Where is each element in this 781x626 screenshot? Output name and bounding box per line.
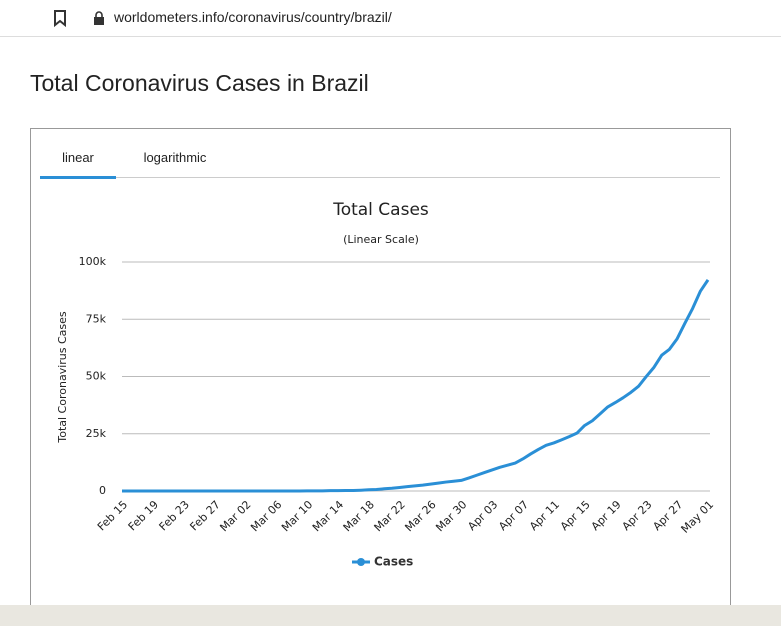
page-heading: Total Coronavirus Cases in Brazil bbox=[30, 70, 369, 96]
x-tick-label: Apr 23 bbox=[620, 498, 655, 533]
x-tick-label: Mar 30 bbox=[433, 498, 469, 534]
tab-indicator bbox=[40, 176, 116, 179]
x-tick-label: Mar 06 bbox=[248, 498, 284, 534]
chart-frame bbox=[30, 128, 731, 606]
x-tick-label: Feb 19 bbox=[126, 498, 161, 533]
footer-strip bbox=[0, 605, 781, 626]
tab[interactable]: logarithmic bbox=[143, 150, 207, 165]
chart-title: Total Cases bbox=[332, 200, 429, 220]
address-bar: worldometers.info/coronavirus/country/br… bbox=[0, 0, 781, 37]
chart-subtitle: (Linear Scale) bbox=[343, 233, 419, 246]
x-tick-label: Mar 14 bbox=[310, 498, 346, 534]
x-tick-label: Feb 27 bbox=[187, 498, 222, 533]
x-tick-label: Apr 19 bbox=[589, 498, 624, 533]
data-line bbox=[122, 279, 710, 493]
x-tick-label: Mar 18 bbox=[341, 498, 377, 534]
tab[interactable]: linear bbox=[62, 150, 94, 165]
lock-icon bbox=[94, 11, 104, 25]
legend-label: Cases bbox=[374, 555, 413, 569]
y-tick-label: 100k bbox=[79, 255, 107, 268]
x-tick-label: Mar 22 bbox=[372, 498, 408, 534]
x-tick-label: Feb 23 bbox=[157, 498, 192, 533]
y-tick-label: 75k bbox=[86, 312, 107, 325]
x-tick-label: Feb 15 bbox=[95, 498, 130, 533]
bookmark-icon[interactable] bbox=[50, 8, 70, 28]
y-tick-label: 50k bbox=[86, 370, 107, 383]
x-tick-label: Mar 02 bbox=[217, 498, 253, 534]
x-tick-label: Apr 15 bbox=[558, 498, 593, 533]
x-tick-label: May 01 bbox=[679, 498, 717, 536]
y-tick-label: 25k bbox=[86, 427, 107, 440]
x-tick-label: Apr 07 bbox=[496, 498, 531, 533]
legend-marker bbox=[357, 558, 365, 566]
tab-divider bbox=[116, 177, 720, 178]
y-tick-label: 0 bbox=[99, 484, 106, 497]
x-tick-label: Mar 10 bbox=[279, 498, 315, 534]
x-tick-label: Apr 11 bbox=[527, 498, 562, 533]
y-axis-label: Total Coronavirus Cases bbox=[56, 311, 69, 444]
x-tick-label: Mar 26 bbox=[402, 498, 438, 534]
url[interactable]: worldometers.info/coronavirus/country/br… bbox=[114, 9, 392, 25]
x-tick-label: Apr 03 bbox=[465, 498, 500, 533]
